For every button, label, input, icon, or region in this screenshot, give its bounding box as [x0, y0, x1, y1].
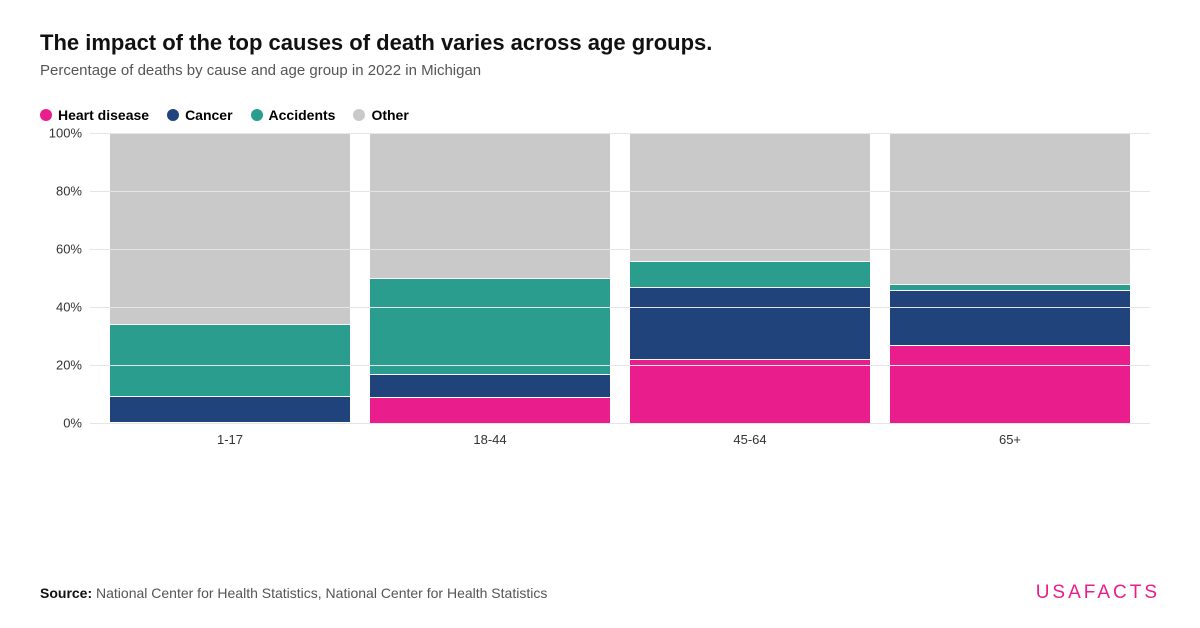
source-prefix: Source: — [40, 585, 96, 601]
x-axis-label: 1-17 — [217, 432, 243, 447]
y-axis-label: 40% — [40, 300, 82, 315]
legend-item-other: Other — [353, 107, 408, 123]
legend-swatch-cancer — [167, 109, 179, 121]
bar-segment-cancer — [630, 287, 870, 360]
chart-container: The impact of the top causes of death va… — [0, 0, 1200, 628]
bar-group: 45-64 — [630, 133, 870, 423]
brand-logo: USAFACTS — [1036, 582, 1160, 604]
y-axis-label: 20% — [40, 358, 82, 373]
x-axis-label: 65+ — [999, 432, 1021, 447]
legend-label: Cancer — [185, 107, 232, 123]
plot: 1-1718-4445-6465+ 0%20%40%60%80%100% — [90, 133, 1150, 423]
legend-label: Accidents — [269, 107, 336, 123]
bar-segment-heart — [370, 397, 610, 423]
bar-segment-other — [630, 133, 870, 261]
source-text: National Center for Health Statistics, N… — [96, 585, 547, 601]
chart-area: 1-1718-4445-6465+ 0%20%40%60%80%100% — [40, 133, 1160, 453]
legend-item-cancer: Cancer — [167, 107, 232, 123]
bar-segment-heart — [890, 345, 1130, 423]
source-line: Source: National Center for Health Stati… — [40, 585, 547, 601]
brand-usa: USA — [1036, 582, 1084, 603]
gridline — [90, 365, 1150, 366]
bar-group: 65+ — [890, 133, 1130, 423]
bar-stack — [370, 133, 610, 423]
legend-swatch-heart — [40, 109, 52, 121]
gridline — [90, 249, 1150, 250]
bar-group: 18-44 — [370, 133, 610, 423]
bar-segment-accidents — [110, 324, 350, 396]
brand-facts: FACTS — [1084, 582, 1160, 603]
y-axis-label: 100% — [40, 126, 82, 141]
footer: Source: National Center for Health Stati… — [40, 582, 1160, 604]
legend-swatch-other — [353, 109, 365, 121]
y-axis-label: 60% — [40, 242, 82, 257]
y-axis-label: 0% — [40, 416, 82, 431]
bar-segment-other — [110, 133, 350, 324]
bar-segment-other — [370, 133, 610, 278]
bars: 1-1718-4445-6465+ — [90, 133, 1150, 423]
chart-subtitle: Percentage of deaths by cause and age gr… — [40, 62, 1160, 79]
gridline — [90, 133, 1150, 134]
bar-stack — [890, 133, 1130, 423]
x-axis-label: 18-44 — [473, 432, 506, 447]
bar-segment-accidents — [370, 278, 610, 374]
bar-segment-cancer — [890, 290, 1130, 345]
gridline — [90, 191, 1150, 192]
legend: Heart disease Cancer Accidents Other — [40, 107, 1160, 123]
bar-segment-heart — [630, 359, 870, 423]
legend-item-accidents: Accidents — [251, 107, 336, 123]
bar-group: 1-17 — [110, 133, 350, 423]
legend-swatch-accidents — [251, 109, 263, 121]
y-axis-label: 80% — [40, 184, 82, 199]
bar-segment-other — [890, 133, 1130, 284]
chart-title: The impact of the top causes of death va… — [40, 30, 1160, 56]
legend-label: Heart disease — [58, 107, 149, 123]
legend-label: Other — [371, 107, 408, 123]
bar-segment-accidents — [630, 261, 870, 287]
x-axis-label: 45-64 — [733, 432, 766, 447]
bar-segment-cancer — [370, 374, 610, 397]
bar-stack — [110, 133, 350, 423]
bar-segment-cancer — [110, 396, 350, 422]
bar-stack — [630, 133, 870, 423]
legend-item-heart: Heart disease — [40, 107, 149, 123]
gridline — [90, 423, 1150, 424]
gridline — [90, 307, 1150, 308]
